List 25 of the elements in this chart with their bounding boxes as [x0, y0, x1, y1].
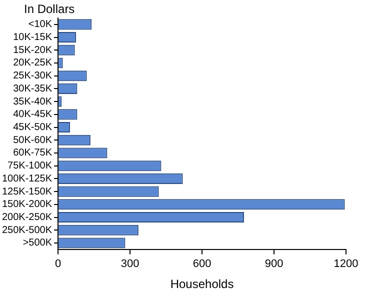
- x-tick-label: 0: [54, 258, 62, 270]
- x-tick-label: 1200: [334, 258, 358, 270]
- x-tick-label: 300: [120, 258, 140, 270]
- y-tick-label: 50K-60K: [13, 134, 52, 146]
- y-tick-label: 25K-30K: [13, 70, 52, 82]
- chart-title: In Dollars: [24, 2, 75, 16]
- y-tick-label: 100K-125K: [2, 173, 52, 184]
- x-tick-label: 600: [192, 258, 212, 270]
- y-tick-label: 35K-40K: [13, 96, 52, 108]
- x-axis-title: Households: [170, 277, 234, 292]
- y-tick-label: 40K-45K: [13, 109, 52, 120]
- y-tick-label: <10K: [28, 19, 52, 30]
- y-tick-label: 60K-75K: [13, 148, 52, 159]
- y-tick-label: 30K-35K: [13, 83, 52, 94]
- y-tick-label: 125K-150K: [2, 186, 52, 198]
- y-tick-label: 250K-500K: [2, 224, 52, 236]
- y-tick-label: 10K-15K: [13, 32, 52, 44]
- y-tick-label: 200K-250K: [2, 212, 52, 224]
- x-tick-label: 900: [264, 258, 284, 270]
- y-tick-label: 20K-25K: [13, 58, 52, 69]
- y-tick-label: 75K-100K: [8, 160, 52, 172]
- y-tick-label: >500K: [22, 238, 52, 249]
- y-tick-label: 45K-50K: [13, 122, 52, 134]
- y-tick-label: 150K-200K: [2, 199, 52, 210]
- y-tick-label: 15K-20K: [13, 44, 52, 56]
